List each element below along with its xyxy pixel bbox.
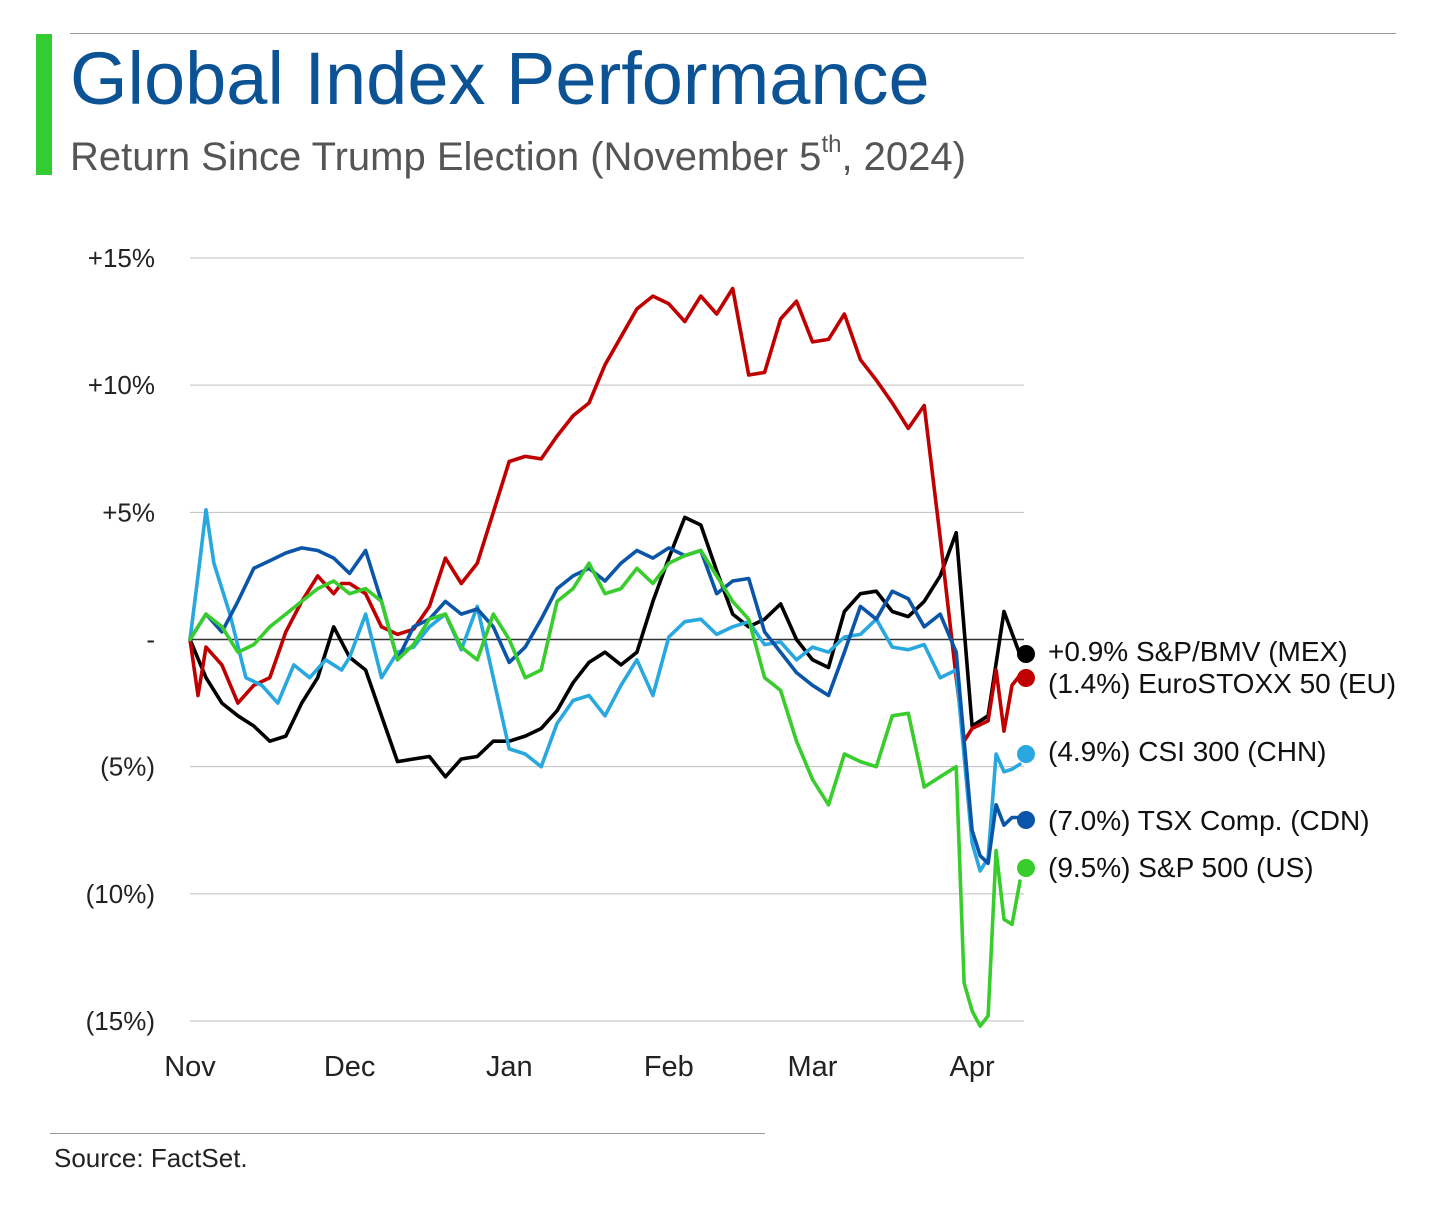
- legend-dot: [1017, 745, 1035, 763]
- legend-dot: [1017, 811, 1035, 829]
- x-tick-label: Mar: [788, 1051, 838, 1083]
- legend: +0.9% S&P/BMV (MEX)(1.4%) EuroSTOXX 50 (…: [1017, 636, 1396, 883]
- source-note: Source: FactSet.: [54, 1143, 248, 1173]
- legend-label: (4.9%) CSI 300 (CHN): [1048, 736, 1327, 767]
- subtitle-superscript: th: [821, 131, 842, 158]
- y-axis-labels: +15% +10% +5% - (5%) (10%) (15%): [86, 243, 155, 1036]
- x-tick-label: Jan: [486, 1051, 533, 1083]
- y-tick-label: (5%): [100, 752, 155, 782]
- y-tick-label: (15%): [86, 1006, 155, 1036]
- x-tick-label: Nov: [164, 1051, 216, 1083]
- legend-dot: [1017, 669, 1035, 687]
- series-line-s-p-bmv-mex: [188, 515, 1022, 779]
- legend-dot: [1017, 645, 1035, 663]
- x-tick-label: Feb: [644, 1051, 694, 1083]
- legend-dot: [1017, 859, 1035, 877]
- legend-label: (1.4%) EuroSTOXX 50 (EU): [1048, 668, 1396, 699]
- series-lines: [188, 286, 1022, 1028]
- series-line-tsx-comp-cdn: [188, 546, 1022, 866]
- legend-label: (9.5%) S&P 500 (US): [1048, 852, 1314, 883]
- bottom-divider: [50, 1133, 765, 1134]
- chart-subtitle: Return Since Trump Election (November 5t…: [70, 131, 966, 180]
- y-tick-label: +10%: [88, 370, 155, 400]
- x-tick-label: Dec: [324, 1051, 376, 1083]
- top-divider: [70, 33, 1396, 34]
- y-tick-label: +15%: [88, 243, 155, 273]
- x-axis-labels: Nov Dec Jan Feb Mar Apr: [164, 1051, 995, 1083]
- legend-label: +0.9% S&P/BMV (MEX): [1048, 636, 1348, 667]
- subtitle-main: Return Since Trump Election (November 5: [70, 135, 822, 179]
- y-tick-label: -: [146, 625, 155, 655]
- y-tick-label: +5%: [102, 497, 155, 527]
- series-line-s-p-500-us: [188, 548, 1022, 1028]
- accent-bar: [36, 34, 52, 175]
- subtitle-end: , 2024): [841, 135, 966, 179]
- chart-title: Global Index Performance: [70, 37, 930, 120]
- gridlines: [190, 257, 1024, 1022]
- y-tick-label: (10%): [86, 879, 155, 909]
- series-line-csi-300-chn: [188, 508, 1022, 873]
- x-tick-label: Apr: [950, 1051, 995, 1083]
- legend-label: (7.0%) TSX Comp. (CDN): [1048, 805, 1370, 836]
